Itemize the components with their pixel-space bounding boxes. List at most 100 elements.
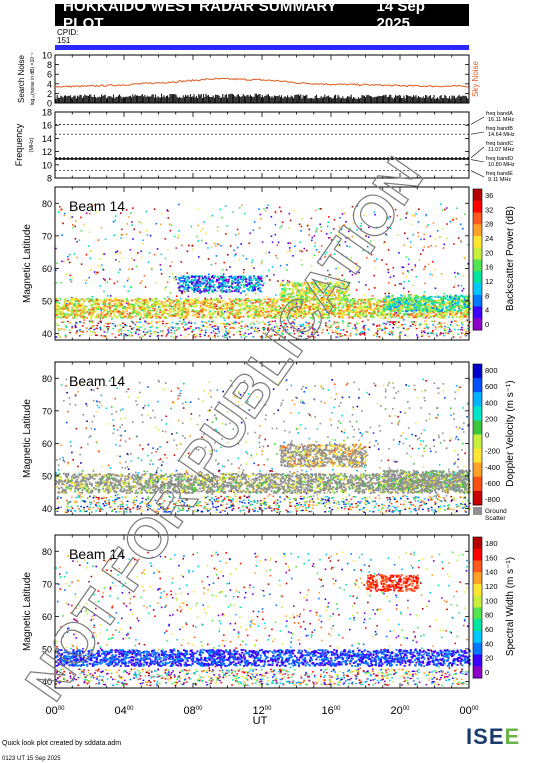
cell [463, 315, 466, 318]
cell [396, 214, 399, 217]
cell [173, 277, 175, 279]
cell [292, 309, 295, 311]
cell [241, 290, 244, 293]
cell [202, 314, 205, 316]
cell [114, 298, 117, 300]
cell [124, 333, 127, 336]
cell [438, 307, 441, 310]
cell [457, 329, 460, 331]
cell [364, 312, 367, 315]
cell [154, 302, 157, 305]
cell [260, 304, 263, 307]
cell [243, 286, 246, 288]
cell [231, 282, 234, 285]
cell [358, 281, 360, 283]
cell [123, 333, 126, 335]
cell [260, 303, 263, 306]
cell [137, 326, 140, 328]
cell [214, 262, 217, 265]
cell [436, 229, 439, 232]
cell [292, 315, 294, 318]
cell [440, 273, 443, 275]
cell [174, 247, 177, 249]
cell [231, 290, 234, 293]
cell [138, 221, 141, 223]
cell [367, 307, 370, 310]
cell [278, 327, 281, 330]
cell [389, 204, 392, 207]
cell [301, 217, 303, 220]
cell [142, 316, 145, 319]
cell [208, 292, 210, 295]
cell [201, 324, 204, 326]
cell [268, 251, 271, 254]
cell [174, 276, 177, 278]
cell [136, 302, 139, 305]
cell [343, 334, 346, 336]
cell [236, 316, 239, 318]
cell [146, 299, 149, 302]
cell [302, 323, 304, 325]
cell [124, 306, 126, 308]
cell [119, 268, 121, 271]
cell [369, 314, 372, 317]
cell [302, 328, 304, 331]
cell [147, 311, 150, 314]
cell [288, 212, 291, 215]
noise-ylabel: Search Noise [17, 54, 26, 103]
cell [176, 300, 179, 303]
cell [143, 274, 146, 277]
cell [394, 208, 397, 211]
cell [258, 227, 261, 229]
cell [134, 332, 137, 335]
cell [139, 321, 141, 323]
cell [364, 324, 367, 326]
cell [333, 302, 336, 305]
cell [463, 312, 466, 315]
cell [263, 323, 266, 325]
cell [331, 306, 334, 309]
cell [214, 316, 217, 318]
cell [298, 223, 301, 226]
cell [210, 246, 213, 248]
cell [268, 323, 271, 326]
cell [406, 335, 409, 337]
cell [229, 312, 232, 315]
cell [319, 258, 322, 260]
cell [251, 286, 254, 289]
cell [203, 321, 206, 323]
cell [121, 298, 124, 301]
cell [210, 318, 213, 321]
cell [205, 326, 208, 328]
cell [429, 332, 432, 335]
cell [323, 303, 326, 306]
cell [116, 250, 119, 253]
cell [363, 325, 365, 327]
cell [402, 287, 405, 290]
cell [321, 329, 324, 331]
cell [55, 312, 58, 314]
cell [438, 322, 441, 324]
cell [58, 334, 60, 337]
cell [238, 316, 241, 318]
cell [154, 282, 157, 284]
cell [228, 311, 231, 314]
cell [253, 267, 255, 269]
cell [149, 299, 152, 302]
cell [144, 334, 146, 336]
cell [151, 268, 153, 271]
cell [250, 327, 253, 329]
cell [146, 331, 149, 334]
cell [258, 306, 261, 309]
cell [381, 329, 384, 332]
cell [304, 311, 307, 314]
cell [407, 293, 410, 296]
cell [243, 268, 245, 271]
cell [415, 317, 418, 319]
cell [182, 326, 185, 328]
cell [184, 306, 187, 309]
cell [221, 291, 224, 293]
cell [274, 310, 277, 313]
cell [324, 322, 327, 324]
cell [252, 306, 255, 309]
